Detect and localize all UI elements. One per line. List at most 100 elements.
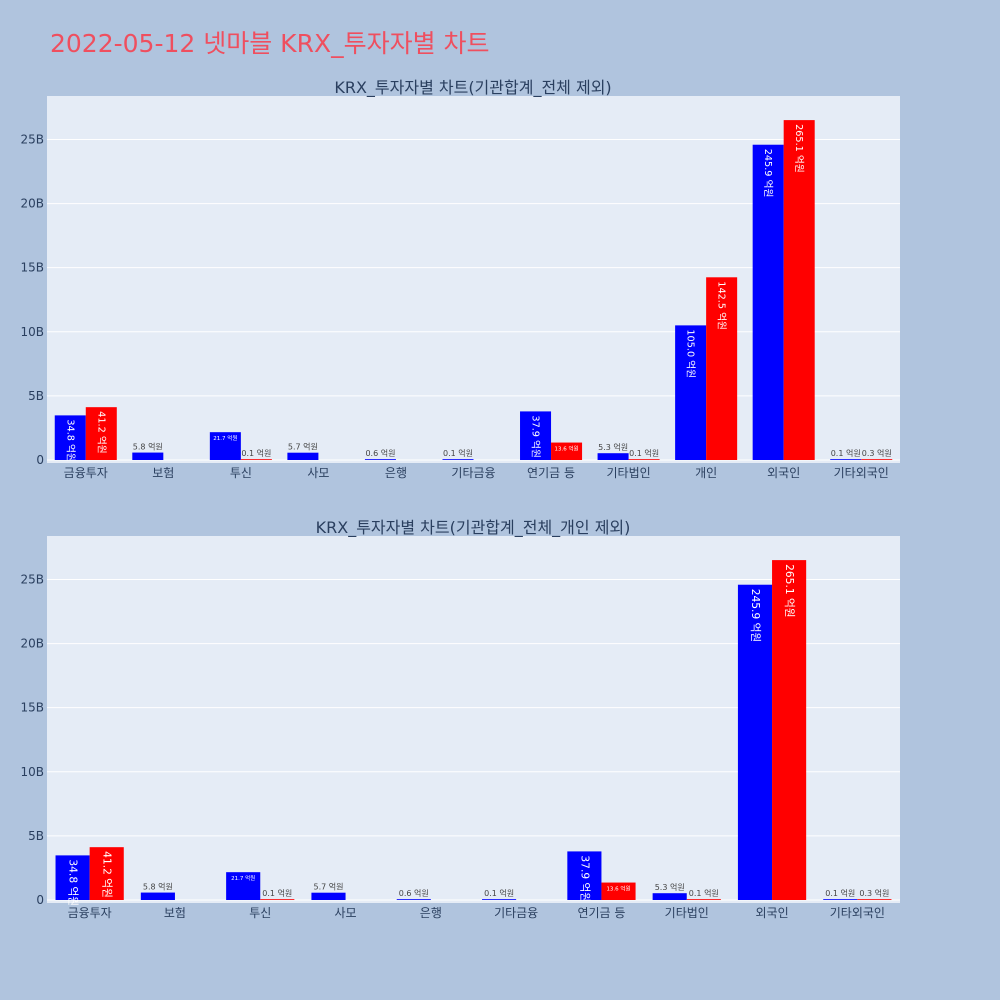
bar [823,899,858,900]
y-tick-label: 15B [20,701,44,715]
data-label: 245.9 억원 [749,589,762,643]
bar [55,855,90,900]
x-tick-label: 은행 [385,465,407,480]
chart-bottom: 0 5B 10B 15B 20B 25B KRX_투자자별 차트(기관합계_전체_개인 제외… [20,518,900,920]
x-tick-label: 기타외국인 [830,906,885,920]
data-label: 5.7 억원 [313,882,343,892]
x-tick-label: 연기금 등 [527,466,575,480]
bar [287,452,319,460]
data-label: 0.3 억원 [859,888,889,898]
bar [240,459,272,460]
bar [396,899,431,900]
bar [628,459,660,460]
bar [209,432,241,460]
x-tick-label: 보험 [152,466,174,480]
data-label: 0.3 억원 [862,448,892,458]
bar [54,415,86,460]
bar [783,120,815,460]
y-tick-label: 0 [36,453,44,467]
x-tick-label: 외국인 [767,466,800,480]
bar [364,459,396,460]
bar [652,893,687,900]
x-tick-label: 기타금융 [494,906,538,920]
bar [861,459,893,460]
y-tick-label: 15B [20,261,44,275]
data-label: 0.6 억원 [365,448,395,458]
data-label: 0.1 억원 [443,448,473,458]
data-label: 37.9 억원 [578,855,591,902]
x-tick-label: 금융투자 [68,906,112,920]
data-label: 37.9 억원 [530,415,542,457]
bar [482,899,517,900]
y-tick-label: 5B [28,829,44,843]
bar [857,899,892,900]
y-tick-label: 10B [20,325,44,339]
data-label: 34.8 억원 [64,419,76,461]
data-label: 0.1 억원 [689,888,719,898]
bar [132,452,164,460]
bar [140,892,175,900]
bar [226,872,261,900]
data-label: 5.8 억원 [133,442,163,452]
x-tick-label: 기타외국인 [834,466,889,480]
x-tick-label: 기타금융 [451,466,495,480]
bar [752,144,784,460]
data-label: 5.7 억원 [288,442,318,452]
y-tick-label: 20B [20,637,44,651]
data-label: 5.8 억원 [143,882,173,892]
bar [601,882,636,900]
bar [830,459,862,460]
data-label: 265.1 억원 [783,564,796,618]
data-label: 0.1 억원 [825,888,855,898]
page-title: 2022-05-12 넷마블 KRX_투자자별 차트 [50,29,490,58]
x-tick-label: 금융투자 [64,466,108,480]
data-label: 245.9 억원 [762,149,774,198]
data-label: 0.1 억원 [629,448,659,458]
data-label: 13.6 억원 [554,445,578,453]
bar [442,459,474,460]
chart-title: KRX_투자자별 차트(기관합계_전체 제외) [334,78,611,98]
chart-top: 0 5B 10B 15B 20B 25B KRX_투자자별 차트(기관합계_전체 제외) 금융… [20,78,900,480]
data-label: 142.5 억원 [716,281,728,330]
bar [706,277,738,460]
bar [675,325,707,460]
y-tick-label: 25B [20,132,44,146]
bar [597,453,629,460]
data-label: 41.2 억원 [101,851,114,898]
bar [85,407,117,460]
x-tick-label: 개인 [695,466,717,480]
bar [737,584,773,900]
y-tick-label: 10B [20,765,44,779]
x-tick-label: 외국인 [755,906,788,920]
data-label: 5.3 억원 [655,882,685,892]
chart-title: KRX_투자자별 차트(기관합계_전체_개인 제외) [316,518,631,538]
data-label: 0.1 억원 [241,448,271,458]
y-tick-label: 5B [28,389,44,403]
data-label: 0.1 억원 [484,888,514,898]
x-tick-label: 기타법인 [607,466,651,480]
bar [520,411,552,460]
data-label: 21.7 억원 [213,434,237,442]
x-tick-label: 기타법인 [665,906,709,920]
data-label: 41.2 억원 [95,411,107,453]
bar [89,847,124,900]
bar [311,892,346,900]
x-tick-label: 은행 [420,905,442,920]
bar [551,442,583,460]
bar [260,899,295,900]
data-label: 5.3 억원 [598,442,628,452]
y-tick-label: 25B [20,572,44,586]
y-tick-label: 20B [20,197,44,211]
data-label: 13.6 억원 [606,885,630,893]
x-tick-label: 투신 [230,466,252,480]
x-tick-label: 투신 [249,906,271,920]
data-label: 105.0 억원 [685,329,697,378]
data-label: 34.8 억원 [67,859,80,906]
x-tick-label: 사모 [307,466,329,480]
bar [772,560,807,900]
y-tick-label: 0 [36,893,44,907]
bar [567,851,602,900]
data-label: 265.1 억원 [793,124,805,173]
data-label: 0.1 억원 [831,448,861,458]
data-label: 0.6 억원 [399,888,429,898]
